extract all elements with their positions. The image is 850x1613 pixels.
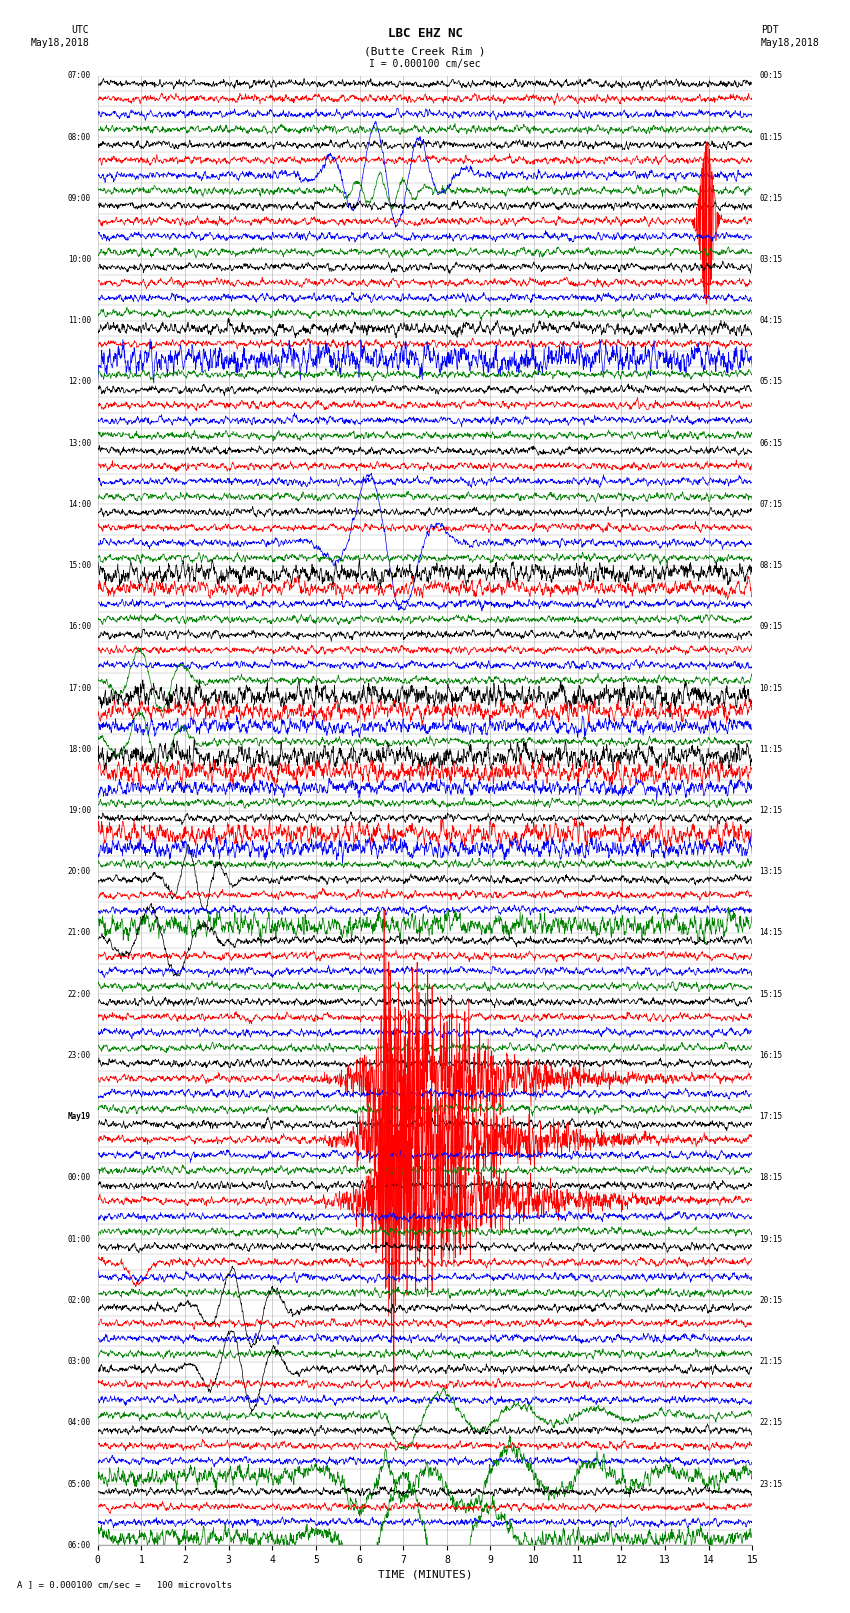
Text: 17:15: 17:15 xyxy=(759,1113,782,1121)
Text: 14:00: 14:00 xyxy=(68,500,91,508)
Text: 12:15: 12:15 xyxy=(759,806,782,815)
Text: 06:15: 06:15 xyxy=(759,439,782,448)
Text: 09:15: 09:15 xyxy=(759,623,782,631)
Text: 04:00: 04:00 xyxy=(68,1418,91,1428)
Text: May19: May19 xyxy=(68,1113,91,1121)
Text: 10:00: 10:00 xyxy=(68,255,91,265)
Text: 01:00: 01:00 xyxy=(68,1234,91,1244)
Text: 11:15: 11:15 xyxy=(759,745,782,753)
Text: 02:00: 02:00 xyxy=(68,1295,91,1305)
Text: 06:00: 06:00 xyxy=(68,1540,91,1550)
Text: 21:15: 21:15 xyxy=(759,1357,782,1366)
Text: 23:00: 23:00 xyxy=(68,1052,91,1060)
Text: 16:00: 16:00 xyxy=(68,623,91,631)
Text: 05:00: 05:00 xyxy=(68,1479,91,1489)
Text: 19:15: 19:15 xyxy=(759,1234,782,1244)
Text: 23:15: 23:15 xyxy=(759,1479,782,1489)
Text: 21:00: 21:00 xyxy=(68,929,91,937)
Text: 20:15: 20:15 xyxy=(759,1295,782,1305)
Text: 22:15: 22:15 xyxy=(759,1418,782,1428)
Text: 19:00: 19:00 xyxy=(68,806,91,815)
Text: May18,2018: May18,2018 xyxy=(31,39,89,48)
Text: 22:00: 22:00 xyxy=(68,990,91,998)
Text: 11:00: 11:00 xyxy=(68,316,91,326)
Text: 13:00: 13:00 xyxy=(68,439,91,448)
Text: 04:15: 04:15 xyxy=(759,316,782,326)
Text: LBC EHZ NC: LBC EHZ NC xyxy=(388,27,462,40)
Text: 08:15: 08:15 xyxy=(759,561,782,569)
Text: 00:15: 00:15 xyxy=(759,71,782,81)
Text: 10:15: 10:15 xyxy=(759,684,782,692)
Text: 17:00: 17:00 xyxy=(68,684,91,692)
Text: 09:00: 09:00 xyxy=(68,194,91,203)
Text: 05:15: 05:15 xyxy=(759,377,782,387)
Text: 16:15: 16:15 xyxy=(759,1052,782,1060)
X-axis label: TIME (MINUTES): TIME (MINUTES) xyxy=(377,1569,473,1579)
Text: 07:00: 07:00 xyxy=(68,71,91,81)
Text: 00:00: 00:00 xyxy=(68,1173,91,1182)
Text: May18,2018: May18,2018 xyxy=(761,39,819,48)
Text: 02:15: 02:15 xyxy=(759,194,782,203)
Text: 18:15: 18:15 xyxy=(759,1173,782,1182)
Text: 01:15: 01:15 xyxy=(759,132,782,142)
Text: 07:15: 07:15 xyxy=(759,500,782,508)
Text: 13:15: 13:15 xyxy=(759,868,782,876)
Text: (Butte Creek Rim ): (Butte Creek Rim ) xyxy=(365,47,485,56)
Text: 15:15: 15:15 xyxy=(759,990,782,998)
Text: 12:00: 12:00 xyxy=(68,377,91,387)
Text: PDT: PDT xyxy=(761,26,779,35)
Text: 08:00: 08:00 xyxy=(68,132,91,142)
Text: 15:00: 15:00 xyxy=(68,561,91,569)
Text: 18:00: 18:00 xyxy=(68,745,91,753)
Text: 14:15: 14:15 xyxy=(759,929,782,937)
Text: 03:00: 03:00 xyxy=(68,1357,91,1366)
Text: A ] = 0.000100 cm/sec =   100 microvolts: A ] = 0.000100 cm/sec = 100 microvolts xyxy=(17,1579,232,1589)
Text: 20:00: 20:00 xyxy=(68,868,91,876)
Text: UTC: UTC xyxy=(71,26,89,35)
Text: 03:15: 03:15 xyxy=(759,255,782,265)
Text: I = 0.000100 cm/sec: I = 0.000100 cm/sec xyxy=(369,60,481,69)
